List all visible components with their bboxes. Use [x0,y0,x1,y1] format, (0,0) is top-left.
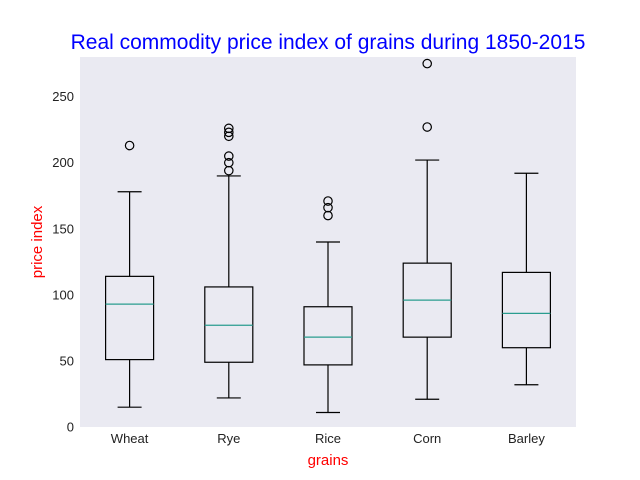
boxes [104,58,551,414]
x-tick-label-rye: Rye [217,431,240,446]
outlier-point [323,202,333,213]
y-axis-label: price index [29,205,46,278]
chart-title: Real commodity price index of grains dur… [71,31,586,54]
outlier-point [323,196,333,206]
outlier-point [224,157,234,168]
x-tick-label-corn: Corn [413,431,441,446]
x-axis-label: grains [308,452,349,469]
x-tick-label-wheat: Wheat [111,431,149,446]
outlier-point [124,140,135,151]
x-tick-label-barley: Barley [508,431,545,446]
iqr-box [104,275,155,361]
box-rice [303,196,353,414]
box-corn [402,58,452,400]
iqr-box [204,286,254,363]
outlier-point [224,127,234,138]
x-axis-ticks: Wheat Rye Rice Corn Barley [111,431,546,446]
box-barley [501,172,551,386]
outlier-point [422,122,432,132]
iqr-box [501,271,551,349]
iqr-box [303,306,353,366]
y-tick-label: 50 [60,353,74,368]
y-tick-label: 150 [52,221,74,236]
outlier-point [224,123,234,134]
y-axis-ticks: 0 50 100 150 200 250 [52,89,74,434]
y-tick-label: 0 [67,420,74,435]
y-tick-label: 100 [52,287,74,302]
outlier-point [224,151,234,161]
outlier-point [422,58,432,69]
y-tick-label: 200 [52,155,74,170]
y-tick-label: 250 [52,89,74,104]
box-rye [204,123,254,399]
box-wheat [104,140,155,408]
x-tick-label-rice: Rice [315,431,341,446]
